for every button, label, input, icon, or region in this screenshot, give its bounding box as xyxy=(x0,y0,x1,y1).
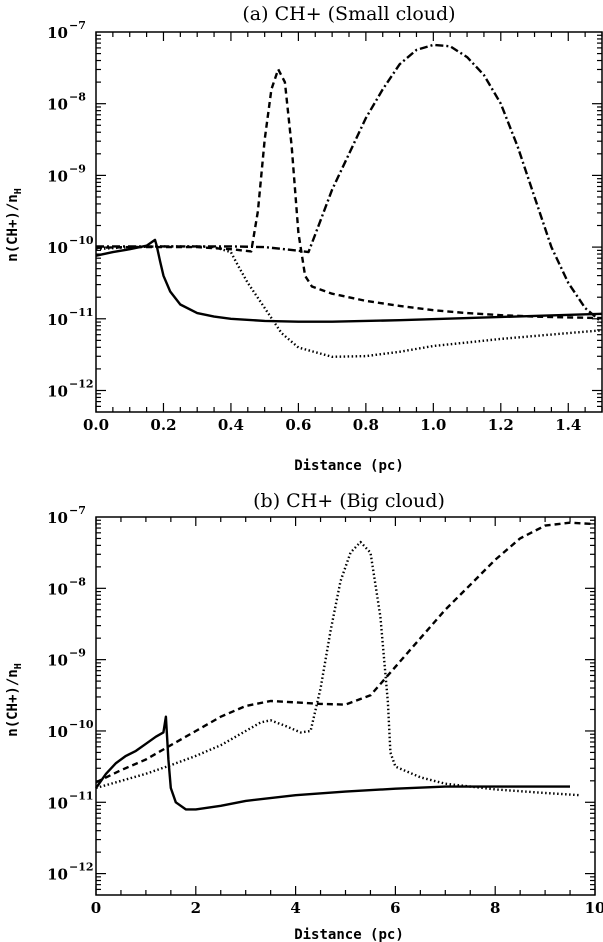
x-tick-label: 0.2 xyxy=(150,416,176,434)
y-tick-label: 10 xyxy=(47,723,68,741)
y-tick-label: 10 xyxy=(47,239,68,257)
series-line-dashed xyxy=(95,68,603,320)
x-tick-label: 8 xyxy=(490,899,500,917)
x-tick-label: 0.6 xyxy=(285,416,311,434)
x-tick-label: 1.4 xyxy=(555,416,581,434)
y-tick-exponent: −11 xyxy=(69,306,94,319)
x-tick-label: 4 xyxy=(290,899,300,917)
x-tick-label: 1.2 xyxy=(488,416,514,434)
svg-text:n(CH+)/nH: n(CH+)/nH xyxy=(5,188,24,261)
y-tick-exponent: −10 xyxy=(69,718,94,731)
chart-title: (b) CH+ (Big cloud) xyxy=(253,490,445,512)
y-tick-exponent: −9 xyxy=(69,162,86,175)
x-tick-label: 0 xyxy=(91,899,101,917)
y-axis-label: n(CH+)/nH xyxy=(5,188,24,261)
x-tick-label: 0.8 xyxy=(353,416,379,434)
x-tick-label: 6 xyxy=(390,899,400,917)
y-axis-label-main: n(CH+)/n xyxy=(5,194,21,261)
y-tick-label: 10 xyxy=(47,311,68,329)
y-tick-exponent: −11 xyxy=(69,789,94,802)
y-tick-label: 10 xyxy=(47,382,68,400)
y-tick-exponent: −9 xyxy=(69,647,86,660)
y-tick-label: 10 xyxy=(47,24,68,42)
x-axis-label: Distance (pc) xyxy=(294,458,404,474)
y-tick-label: 10 xyxy=(47,652,68,670)
panel-big-cloud: (b) CH+ (Big cloud) n(CH+)/nH Distance (… xyxy=(5,490,603,942)
y-tick-label: 10 xyxy=(47,866,68,884)
x-axis-label: Distance (pc) xyxy=(294,927,404,942)
x-tick-label: 0.4 xyxy=(218,416,244,434)
series-line-solid xyxy=(95,238,603,323)
chart-title: (a) CH+ (Small cloud) xyxy=(242,3,455,25)
x-tick-label: 10 xyxy=(585,899,603,917)
x-tick-label: 1.0 xyxy=(420,416,446,434)
y-tick-label: 10 xyxy=(47,580,68,598)
panel-small-cloud: (a) CH+ (Small cloud) n(CH+)/nH Distance… xyxy=(5,3,603,474)
y-axis-label-sub: H xyxy=(13,663,24,669)
y-tick-exponent: −8 xyxy=(69,91,86,104)
y-tick-exponent: −12 xyxy=(69,861,94,874)
svg-text:n(CH+)/nH: n(CH+)/nH xyxy=(5,663,24,736)
y-axis-label-main: n(CH+)/n xyxy=(5,669,21,736)
series-line-dashed xyxy=(95,521,596,784)
y-axis-label: n(CH+)/nH xyxy=(5,663,24,736)
series-line-solid xyxy=(95,715,570,811)
plot-frame xyxy=(95,516,596,896)
y-axis-label-sub: H xyxy=(13,188,24,194)
plot-frame xyxy=(95,31,603,413)
y-tick-label: 10 xyxy=(47,96,68,114)
y-tick-exponent: −7 xyxy=(69,19,86,32)
series-line-dotted xyxy=(95,540,581,797)
x-tick-label: 0.0 xyxy=(83,416,109,434)
y-tick-label: 10 xyxy=(47,794,68,812)
y-tick-exponent: −10 xyxy=(69,234,94,247)
y-tick-label: 10 xyxy=(47,167,68,185)
y-tick-exponent: −8 xyxy=(69,575,86,588)
y-tick-exponent: −12 xyxy=(69,377,94,390)
series-line-dotted xyxy=(95,245,603,358)
x-tick-label: 2 xyxy=(191,899,201,917)
y-tick-exponent: −7 xyxy=(69,504,86,517)
y-tick-label: 10 xyxy=(47,509,68,527)
series-line-dashdot xyxy=(96,43,603,324)
